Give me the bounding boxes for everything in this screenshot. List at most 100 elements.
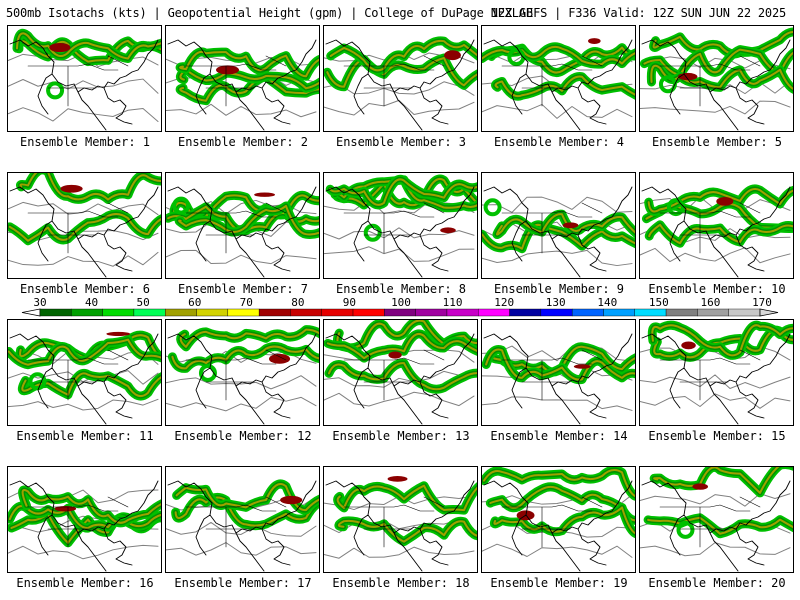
ensemble-member-map (323, 466, 478, 573)
colorbar-segment (227, 308, 260, 317)
cutoff-low-circulation (172, 196, 191, 215)
ensemble-member-map (323, 319, 478, 426)
ensemble-member-map (639, 319, 794, 426)
ensemble-member-label: Ensemble Member: 1 (19, 135, 151, 149)
coastline (167, 333, 317, 425)
ensemble-member-map (7, 25, 162, 132)
political-border (501, 55, 603, 107)
ensemble-member-label: Ensemble Member: 6 (19, 282, 151, 296)
jet-stream-core (489, 485, 635, 522)
jet-stream-core (329, 178, 477, 206)
jet-stream-core (179, 68, 319, 90)
colorbar-segment (290, 308, 322, 317)
wind-maximum (681, 341, 696, 350)
height-contour (640, 247, 791, 264)
wind-speed-colorbar: 30 40 50 60 70 80 90 100 110 120 130 140 150 160 170 (21, 296, 779, 317)
ensemble-member-map (165, 319, 320, 426)
ensemble-member-label: Ensemble Member: 5 (651, 135, 783, 149)
ensemble-member-map (165, 172, 320, 279)
model-valid-time: 12Z GEFS | F336 Valid: 12Z SUN JUN 22 20… (490, 6, 786, 20)
weather-map-icon (8, 330, 161, 425)
colorbar-segment (728, 308, 761, 317)
wind-maximum (49, 42, 71, 53)
coastline (325, 333, 475, 425)
wind-maximum (215, 65, 240, 75)
coastline (9, 39, 159, 131)
coastline (641, 186, 791, 278)
height-contour (482, 396, 633, 411)
wind-maximum (573, 364, 591, 369)
political-border (343, 55, 445, 107)
jet-stream-core (178, 204, 319, 236)
jet-stream-core (651, 324, 793, 357)
colorbar-tick-label: 150 (649, 296, 669, 309)
height-contour (324, 391, 475, 407)
political-border (185, 496, 287, 548)
ensemble-member-map (7, 466, 162, 573)
colorbar-tick-label: 90 (343, 296, 356, 309)
ensemble-member-map (639, 25, 794, 132)
jet-stream-core (175, 483, 319, 512)
ensemble-member-label: Ensemble Member: 18 (332, 576, 470, 590)
height-contour (8, 398, 159, 411)
cutoff-low-circulation (363, 223, 382, 242)
colorbar-segment (634, 308, 667, 317)
weather-map-icon (324, 476, 477, 572)
ensemble-member-map (481, 466, 636, 573)
coastline (641, 333, 791, 425)
political-border (343, 202, 445, 254)
height-contour (324, 246, 475, 262)
colorbar-tick-label: 170 (752, 296, 772, 309)
ensemble-member-map (639, 172, 794, 279)
political-border (659, 496, 761, 548)
height-contour (166, 375, 317, 390)
coastline (167, 186, 317, 278)
coastline (9, 186, 159, 278)
ensemble-member-label: Ensemble Member: 14 (490, 429, 628, 443)
cutoff-low-circulation (666, 198, 685, 217)
height-contour (640, 493, 791, 507)
coastline (325, 480, 475, 572)
jet-stream-core (648, 223, 793, 245)
height-contour (324, 81, 475, 96)
weather-map-icon (640, 184, 793, 278)
political-border (501, 496, 603, 548)
weather-map-icon (482, 467, 635, 572)
height-contour (640, 100, 791, 115)
colorbar-segment (509, 308, 542, 317)
wind-maximum (106, 331, 131, 337)
height-contour (166, 103, 317, 118)
cutoff-low-circulation (46, 81, 65, 100)
ensemble-member-map (481, 172, 636, 279)
ensemble-member-label: Ensemble Member: 2 (177, 135, 309, 149)
jet-stream-core (647, 187, 793, 213)
weather-map-icon (8, 28, 161, 131)
jet-stream-core (482, 469, 635, 497)
colorbar-segment (571, 308, 604, 317)
height-contour (640, 542, 791, 557)
colorbar-segment (603, 308, 635, 317)
height-contour (166, 396, 317, 412)
colorbar-segment (133, 308, 166, 317)
jet-stream-core (179, 50, 319, 78)
weather-map-icon (324, 320, 477, 425)
ensemble-member-label: Ensemble Member: 12 (174, 429, 312, 443)
weather-map-icon (640, 467, 793, 572)
ensemble-member-label: Ensemble Member: 16 (16, 576, 154, 590)
political-border (659, 202, 761, 254)
colorbar-segment (697, 308, 729, 317)
jet-stream-core (482, 223, 635, 250)
jet-stream-core (336, 484, 477, 512)
jet-stream-core (337, 519, 477, 543)
jet-stream-core (21, 488, 161, 524)
wind-maximum (588, 38, 601, 44)
height-contour (482, 345, 633, 362)
height-contour (324, 370, 475, 388)
ensemble-member-label: Ensemble Member: 4 (493, 135, 625, 149)
coastline (483, 186, 633, 278)
weather-map-icon (324, 36, 477, 131)
coastline (325, 39, 475, 131)
height-contour (324, 99, 475, 116)
height-contour (8, 107, 159, 123)
colorbar-low-arrow (21, 308, 41, 317)
